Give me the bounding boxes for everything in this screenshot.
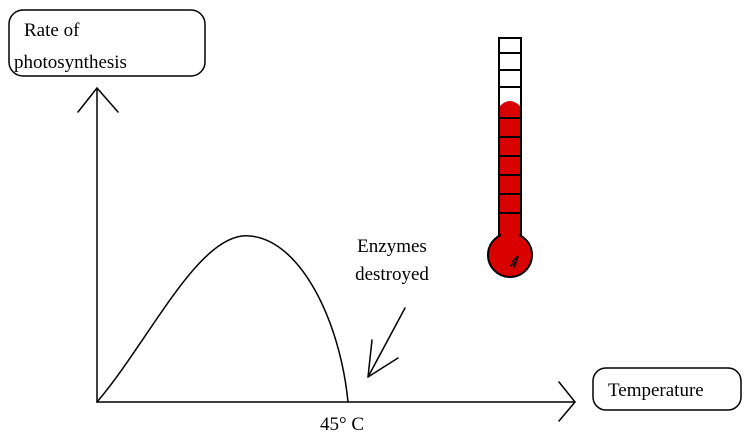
annotation: Enzymes (357, 236, 427, 257)
annotation-arrowhead (368, 340, 398, 377)
y-arrowhead (78, 88, 118, 112)
page: {"y_axis_label": ["Rate of", "photosynth… (0, 0, 744, 436)
rate-curve (97, 236, 348, 402)
y-axis-label: Rate of (24, 20, 80, 41)
thermometer-neck (501, 230, 519, 244)
x-axis-label: Temperature (608, 380, 704, 401)
annotation-arrow (368, 308, 405, 377)
annotation: destroyed (355, 264, 429, 285)
thermometer (488, 38, 532, 277)
x-marker: 45° C (320, 414, 364, 435)
diagram: Rate of photosynthesis Temperature Enzym… (0, 0, 744, 436)
y-axis-label: photosynthesis (14, 52, 127, 73)
